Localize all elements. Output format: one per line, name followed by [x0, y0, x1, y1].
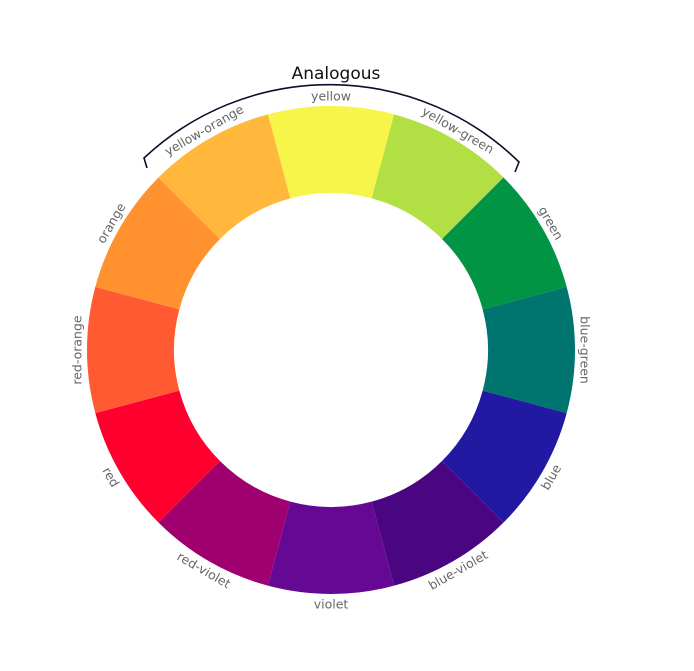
- label-violet: violet: [314, 597, 349, 612]
- segment-yellow-green: [371, 114, 504, 239]
- segment-blue-green: [482, 286, 575, 414]
- segment-blue: [442, 390, 567, 523]
- segment-red: [95, 390, 220, 523]
- label-yellow: yellow: [311, 89, 351, 104]
- segment-blue-violet: [371, 461, 504, 586]
- segment-violet: [267, 501, 395, 594]
- color-wheel-segments: [86, 106, 575, 594]
- label-red-orange: red-orange: [70, 315, 85, 385]
- segment-orange: [95, 177, 220, 310]
- segment-yellow-orange: [158, 114, 291, 239]
- analogous-annotation: Analogous: [143, 64, 520, 173]
- analogous-bracket: [143, 83, 520, 173]
- segment-red-orange: [86, 286, 180, 414]
- segment-green: [442, 177, 567, 310]
- analogous-title: Analogous: [292, 64, 381, 84]
- segment-yellow: [267, 106, 395, 199]
- label-blue-green: blue-green: [578, 316, 593, 384]
- segment-red-violet: [158, 461, 291, 586]
